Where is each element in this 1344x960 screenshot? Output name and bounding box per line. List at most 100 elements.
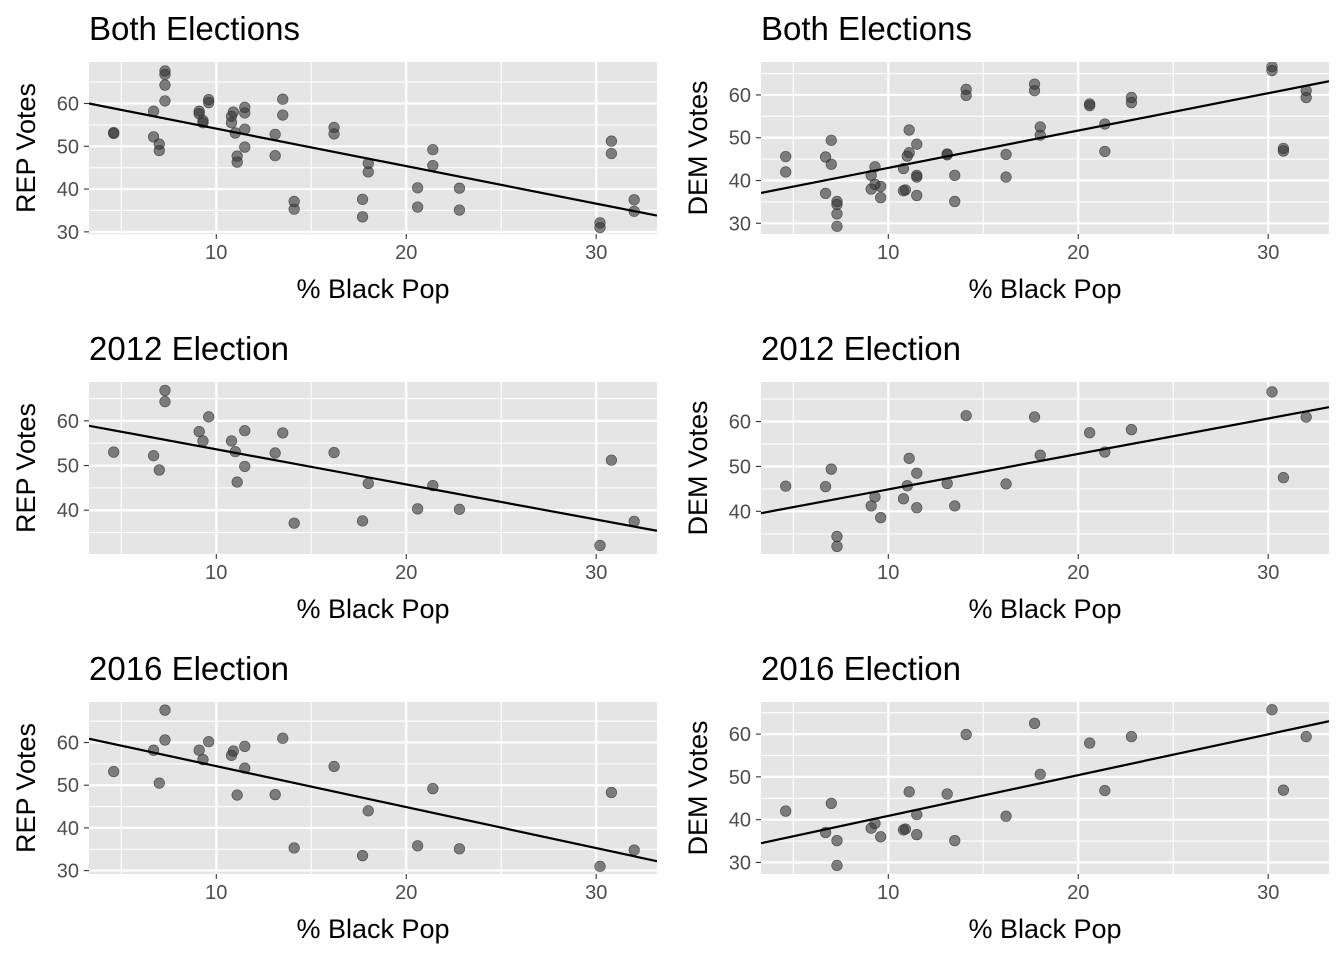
x-axis-title: % Black Pop — [968, 594, 1121, 624]
data-point — [159, 396, 171, 408]
points-group — [780, 704, 1312, 872]
y-tick-label: 50 — [57, 456, 79, 478]
data-point — [1266, 64, 1278, 77]
data-point — [949, 169, 961, 181]
data-point — [277, 427, 289, 439]
data-point — [628, 844, 640, 856]
x-axis-title: % Black Pop — [968, 914, 1121, 944]
data-point — [1300, 91, 1312, 104]
x-tick-label: 10 — [205, 882, 227, 904]
x-axis-title: % Black Pop — [968, 274, 1121, 304]
data-point — [197, 435, 209, 447]
data-point — [911, 189, 923, 202]
data-point — [960, 728, 972, 741]
trend-line — [761, 406, 1329, 515]
y-tick-label: 60 — [729, 724, 751, 746]
data-point — [288, 517, 300, 529]
x-axis-title: % Black Pop — [296, 274, 449, 304]
data-point — [277, 109, 289, 121]
data-point — [831, 220, 843, 232]
data-point — [1028, 85, 1041, 97]
y-tick-label: 50 — [57, 775, 79, 797]
chart-panel: 10 20 30 40 50 60 2012 Election % Black Pop REP … — [11, 330, 657, 624]
data-point — [269, 447, 281, 459]
data-point — [1028, 411, 1041, 423]
data-point — [362, 166, 374, 178]
data-point — [1000, 478, 1012, 490]
chart-title: 2016 Election — [89, 650, 289, 687]
data-point — [203, 411, 215, 423]
data-point — [453, 182, 466, 194]
data-point — [108, 127, 120, 140]
data-point — [153, 464, 165, 476]
data-point — [1125, 97, 1138, 109]
data-point — [1300, 731, 1312, 743]
data-point — [328, 760, 340, 773]
x-axis-title: % Black Pop — [296, 594, 449, 624]
data-point — [1084, 427, 1096, 439]
data-point — [831, 859, 843, 872]
data-point — [239, 460, 251, 473]
data-point — [1084, 737, 1096, 749]
data-point — [159, 384, 171, 397]
data-point — [356, 211, 369, 223]
data-point — [328, 128, 340, 140]
data-point — [239, 141, 251, 153]
chart-panel: 10 20 30 40 50 60 2012 Election % Black Pop DEM … — [683, 330, 1329, 624]
data-point — [159, 79, 171, 91]
y-tick-label: 50 — [57, 136, 79, 158]
data-point — [1028, 717, 1041, 729]
y-axis-title: DEM Votes — [683, 80, 713, 215]
points-group — [108, 384, 640, 552]
data-point — [831, 835, 843, 847]
data-point — [594, 860, 606, 872]
data-point — [1266, 704, 1278, 716]
y-tick-label: 40 — [729, 171, 751, 193]
points-group — [780, 386, 1312, 552]
y-axis-title: DEM Votes — [683, 400, 713, 535]
data-point — [227, 745, 239, 757]
data-point — [1266, 386, 1278, 398]
data-point — [903, 124, 915, 136]
data-point — [780, 166, 792, 178]
data-point — [831, 530, 843, 543]
y-tick-label: 50 — [729, 456, 751, 478]
y-tick-label: 60 — [57, 94, 79, 116]
y-axis-title: DEM Votes — [683, 720, 713, 855]
data-point — [949, 500, 961, 512]
data-point — [269, 128, 281, 140]
data-point — [159, 95, 171, 107]
chart-panel: 10 20 30 30 40 50 60 2016 Election % Black Pop DE… — [683, 650, 1329, 944]
data-point — [412, 201, 424, 213]
data-point — [605, 454, 618, 466]
trend-line — [89, 102, 657, 217]
data-point — [1034, 449, 1046, 461]
y-tick-label: 50 — [729, 128, 751, 150]
data-point — [362, 477, 374, 490]
data-point — [1099, 145, 1111, 158]
chart-panel: 10 20 30 30 40 50 60 2016 Election % Black Pop RE… — [11, 650, 657, 944]
data-point — [225, 435, 238, 447]
panel-background — [89, 62, 657, 234]
data-point — [193, 425, 205, 438]
data-point — [108, 765, 120, 778]
x-tick-label: 10 — [877, 882, 899, 904]
points-group — [780, 62, 1312, 232]
x-tick-label: 20 — [395, 242, 417, 264]
trend-line — [89, 737, 657, 863]
data-point — [911, 171, 923, 183]
y-tick-label: 30 — [57, 222, 79, 244]
y-tick-label: 60 — [57, 733, 79, 755]
data-point — [875, 192, 887, 204]
data-point — [960, 410, 972, 422]
data-point — [1000, 148, 1012, 161]
data-point — [825, 463, 837, 475]
data-point — [949, 835, 961, 847]
x-tick-label: 10 — [877, 242, 899, 264]
data-point — [153, 144, 165, 157]
x-tick-label: 10 — [205, 562, 227, 584]
data-point — [356, 193, 369, 205]
data-point — [1300, 411, 1312, 423]
data-point — [594, 539, 606, 552]
trend-line — [761, 720, 1329, 845]
